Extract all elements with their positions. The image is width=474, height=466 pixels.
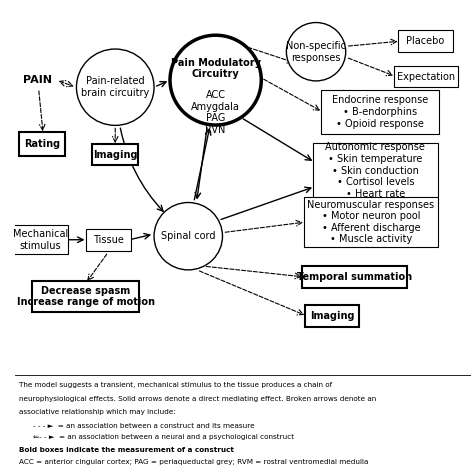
FancyBboxPatch shape [313, 143, 438, 199]
FancyBboxPatch shape [86, 229, 131, 251]
Text: Neuromuscular responses
• Motor neuron pool
• Afferent discharge
• Muscle activi: Neuromuscular responses • Motor neuron p… [307, 199, 434, 244]
Text: Spinal cord: Spinal cord [161, 231, 216, 241]
FancyBboxPatch shape [19, 132, 65, 156]
FancyBboxPatch shape [393, 66, 457, 87]
FancyBboxPatch shape [303, 197, 438, 247]
Circle shape [154, 203, 222, 270]
Text: Pain-related
brain circuitry: Pain-related brain circuitry [81, 76, 149, 98]
FancyBboxPatch shape [13, 225, 68, 254]
Text: ACC = anterior cingular cortex; PAG = periaqueductal grey; RVM = rostral ventrom: ACC = anterior cingular cortex; PAG = pe… [19, 459, 369, 465]
FancyBboxPatch shape [302, 266, 407, 288]
Text: Endocrine response
• B-endorphins
• Opioid response: Endocrine response • B-endorphins • Opio… [332, 96, 428, 129]
Text: neurophysiological effects. Solid arrows denote a direct mediating effect. Broke: neurophysiological effects. Solid arrows… [19, 396, 377, 402]
Text: Bold boxes indicate the measurement of a construct: Bold boxes indicate the measurement of a… [19, 447, 234, 453]
Text: PAIN: PAIN [23, 75, 52, 85]
Text: ACC
Amygdala
PAG
RVN: ACC Amygdala PAG RVN [191, 90, 240, 135]
Text: The model suggests a transient, mechanical stimulus to the tissue produces a cha: The model suggests a transient, mechanic… [19, 382, 333, 388]
Text: - - - ►  = an association between a construct and its measure: - - - ► = an association between a const… [33, 423, 255, 429]
Text: Mechanical
stimulus: Mechanical stimulus [13, 229, 68, 251]
FancyBboxPatch shape [320, 89, 439, 135]
Text: Imaging: Imaging [93, 150, 137, 160]
Text: associative relationship which may include:: associative relationship which may inclu… [19, 409, 176, 415]
Text: Expectation: Expectation [397, 72, 455, 82]
Circle shape [286, 22, 346, 81]
Text: Placebo: Placebo [407, 36, 445, 46]
FancyBboxPatch shape [32, 281, 139, 312]
Text: Decrease spasm
Increase range of motion: Decrease spasm Increase range of motion [17, 286, 155, 307]
Text: ⇐- - ►  = an association between a neural and a psychological construct: ⇐- - ► = an association between a neural… [33, 434, 294, 440]
Text: Pain Modulatory
Circuitry: Pain Modulatory Circuitry [171, 58, 261, 79]
FancyBboxPatch shape [305, 305, 359, 327]
Circle shape [76, 49, 154, 125]
Circle shape [170, 35, 261, 125]
Text: Non-specific
responses: Non-specific responses [286, 41, 346, 62]
Text: Temporal summation: Temporal summation [297, 272, 412, 282]
FancyBboxPatch shape [92, 144, 138, 165]
Text: Autonomic response
• Skin temperature
• Skin conduction
• Cortisol levels
• Hear: Autonomic response • Skin temperature • … [326, 143, 425, 199]
FancyBboxPatch shape [398, 30, 453, 52]
Text: Rating: Rating [24, 139, 60, 149]
Text: Imaging: Imaging [310, 311, 354, 321]
Text: Tissue: Tissue [93, 235, 124, 245]
